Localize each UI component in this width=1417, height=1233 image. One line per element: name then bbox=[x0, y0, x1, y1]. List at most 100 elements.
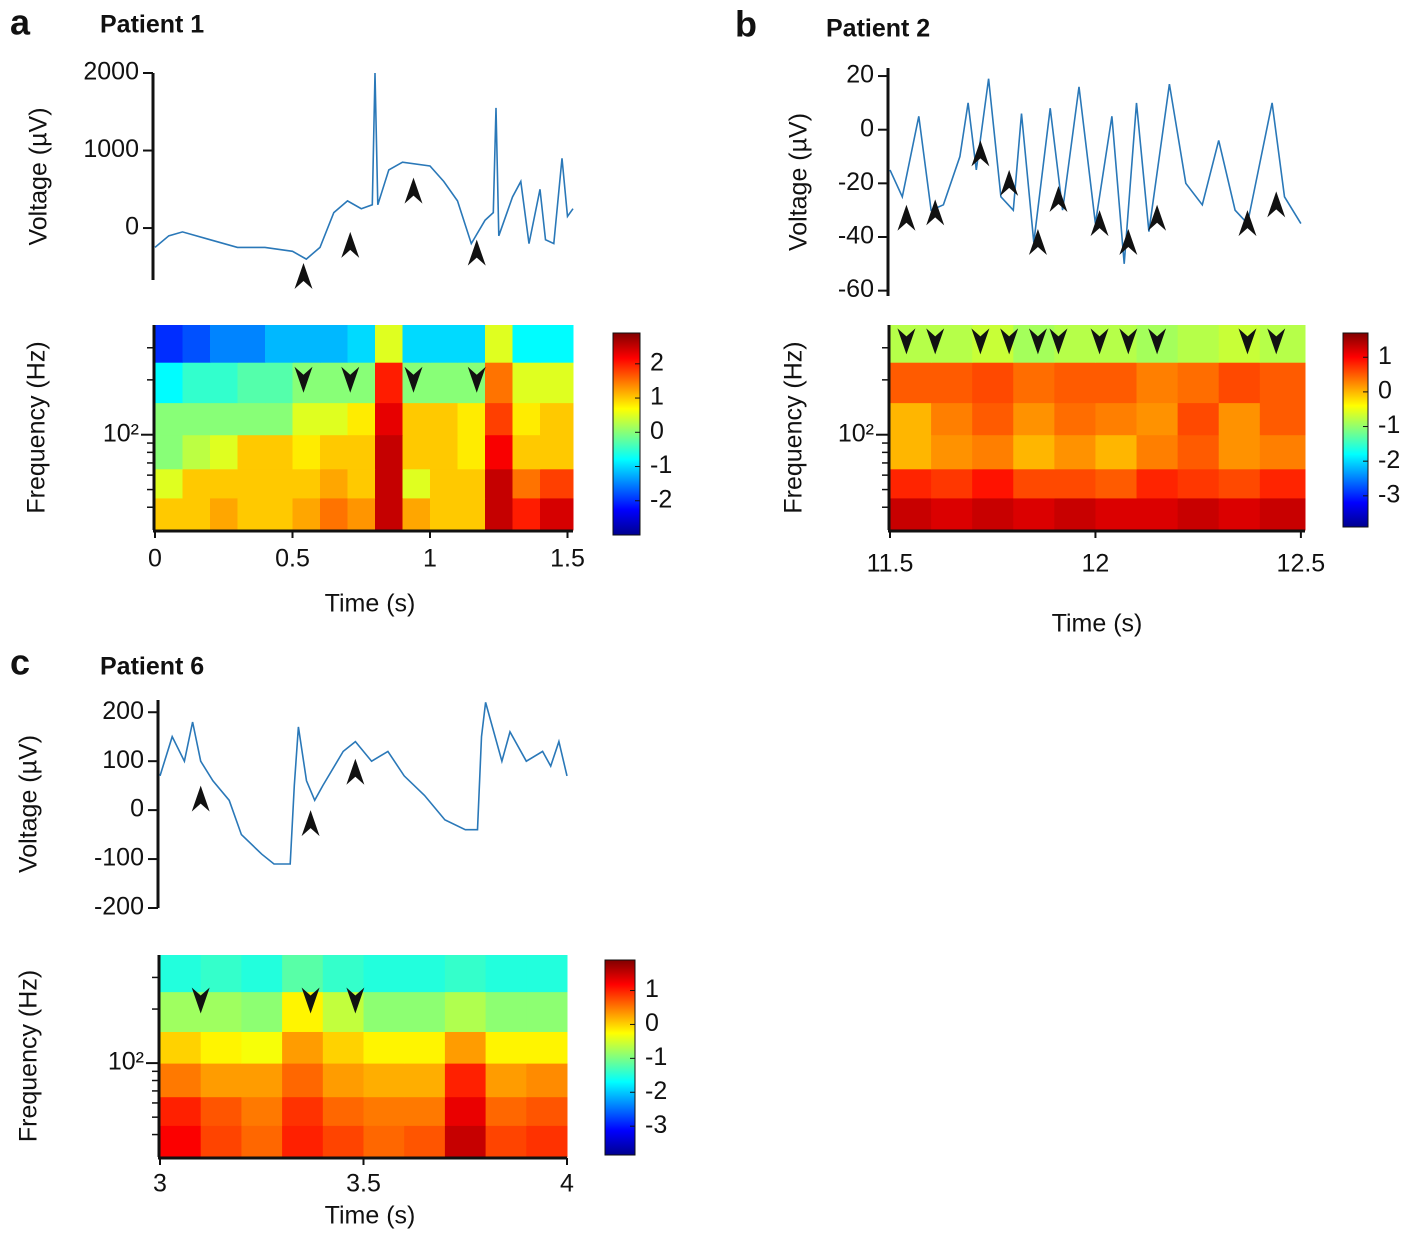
colorbar-tick-label: -1 bbox=[1378, 411, 1400, 439]
y-axis-label: Frequency (Hz) bbox=[15, 970, 43, 1142]
spectrogram-cell bbox=[210, 325, 238, 363]
spectrogram-cell bbox=[160, 991, 202, 1032]
spectrogram-cell bbox=[1013, 468, 1055, 499]
spectrogram-cell bbox=[155, 434, 183, 470]
spectrogram-cell bbox=[430, 362, 458, 404]
x-tick-label: 3 bbox=[153, 1170, 167, 1198]
spectrogram-cell bbox=[540, 497, 574, 531]
spectrogram-cell bbox=[347, 325, 376, 363]
y-tick-label: 2000 bbox=[83, 58, 139, 86]
spectrogram-cell bbox=[210, 362, 238, 404]
x-tick-label: 12 bbox=[1082, 550, 1110, 578]
y-tick-label: 20 bbox=[846, 61, 874, 89]
spectrogram-cell bbox=[292, 468, 321, 499]
panel-label: b bbox=[735, 4, 757, 45]
spectrogram-cell bbox=[375, 468, 403, 499]
spectrogram-cell bbox=[526, 1031, 568, 1064]
x-tick-label: 1.5 bbox=[550, 545, 585, 573]
spectrogram-cell bbox=[1136, 434, 1179, 470]
spectrogram-cell bbox=[1259, 497, 1306, 531]
spectrogram-cell bbox=[292, 402, 321, 436]
arrowhead bbox=[897, 204, 916, 231]
spectrogram-cell bbox=[526, 1063, 568, 1098]
spectrogram-cell bbox=[322, 1063, 364, 1098]
voltage-trace bbox=[159, 702, 568, 865]
colorbar-tick-label: -2 bbox=[645, 1077, 667, 1105]
colorbar bbox=[604, 959, 636, 1156]
spectrogram-cell bbox=[210, 402, 238, 436]
voltage-trace bbox=[889, 78, 1302, 264]
spectrogram-cell bbox=[512, 325, 541, 363]
arrowhead bbox=[404, 366, 423, 393]
spectrogram-cell bbox=[1136, 497, 1179, 531]
spectrogram-cell bbox=[404, 1063, 446, 1098]
spectrogram-cell bbox=[182, 434, 211, 470]
panel-title: Patient 6 bbox=[100, 653, 204, 681]
x-tick-label: 12.5 bbox=[1277, 550, 1326, 578]
y-tick-label: 0 bbox=[860, 114, 874, 142]
spectrogram-cell bbox=[457, 362, 486, 404]
spectrogram-cell bbox=[241, 991, 283, 1032]
spectrogram-cell bbox=[1177, 468, 1220, 499]
spectrogram-cell bbox=[404, 955, 446, 993]
arrowhead bbox=[1238, 210, 1257, 237]
spectrogram-cell bbox=[512, 362, 541, 404]
arrowhead bbox=[1267, 191, 1286, 218]
spectrogram-cell bbox=[182, 497, 211, 531]
spectrogram-cell bbox=[485, 1096, 527, 1126]
spectrogram-cell bbox=[265, 497, 293, 531]
spectrogram-cell bbox=[485, 468, 513, 499]
spectrogram-cell bbox=[375, 362, 403, 404]
arrowhead bbox=[1148, 204, 1167, 231]
spectrogram-cell bbox=[1218, 497, 1261, 531]
y-axis-label: Frequency (Hz) bbox=[780, 341, 808, 513]
colorbar-tick-label: 2 bbox=[650, 348, 664, 376]
spectrogram-cell bbox=[972, 362, 1014, 404]
colorbar-tick-label: 0 bbox=[650, 417, 664, 445]
spectrogram-cell bbox=[1054, 362, 1096, 404]
x-tick-label: 4 bbox=[560, 1170, 574, 1198]
colorbar-tick-label: 1 bbox=[650, 383, 664, 411]
y-tick-label: -100 bbox=[94, 844, 144, 872]
spectrogram-cell bbox=[265, 325, 293, 363]
arrowhead bbox=[294, 262, 313, 289]
spectrogram-cell bbox=[375, 434, 403, 470]
spectrogram-cell bbox=[512, 434, 541, 470]
spectrogram-cell bbox=[1259, 468, 1306, 499]
x-axis-label: Time (s) bbox=[325, 1202, 416, 1230]
arrowhead bbox=[1267, 328, 1286, 355]
spectrogram-cell bbox=[375, 497, 403, 531]
arrowhead bbox=[191, 987, 210, 1014]
spectrogram-cell bbox=[972, 497, 1014, 531]
x-axis-label: Time (s) bbox=[1052, 610, 1143, 638]
spectrogram-cell bbox=[320, 402, 348, 436]
spectrogram-cell bbox=[457, 325, 486, 363]
y-axis-label: Voltage (µV) bbox=[15, 735, 43, 873]
spectrogram-cell bbox=[402, 325, 431, 363]
spectrogram-cell bbox=[160, 1031, 202, 1064]
colorbar-tick-label: 1 bbox=[1378, 342, 1392, 370]
arrowhead bbox=[1090, 210, 1109, 237]
spectrogram-cell bbox=[404, 1031, 446, 1064]
y-tick-label: 10² bbox=[108, 1048, 144, 1076]
spectrogram-cell bbox=[1259, 325, 1306, 363]
spectrogram-cell bbox=[200, 1125, 242, 1158]
spectrogram-cell bbox=[200, 1031, 242, 1064]
spectrogram-cell bbox=[931, 434, 973, 470]
spectrogram-cell bbox=[237, 434, 266, 470]
spectrogram-cell bbox=[160, 1125, 202, 1158]
spectrogram-cell bbox=[485, 991, 527, 1032]
spectrogram-cell bbox=[155, 468, 183, 499]
spectrogram-cell bbox=[485, 1063, 527, 1098]
spectrogram-cell bbox=[375, 325, 403, 363]
arrowhead bbox=[1049, 186, 1068, 213]
spectrogram-cell bbox=[320, 325, 348, 363]
spectrogram-cell bbox=[931, 497, 973, 531]
spectrogram-cell bbox=[457, 402, 486, 436]
arrowhead bbox=[971, 328, 990, 355]
spectrogram-cell bbox=[347, 434, 376, 470]
spectrogram-cell bbox=[931, 362, 973, 404]
panel-title: Patient 1 bbox=[100, 11, 204, 39]
colorbar-tick-label: 0 bbox=[1378, 377, 1392, 405]
y-tick-label: -40 bbox=[838, 222, 874, 250]
